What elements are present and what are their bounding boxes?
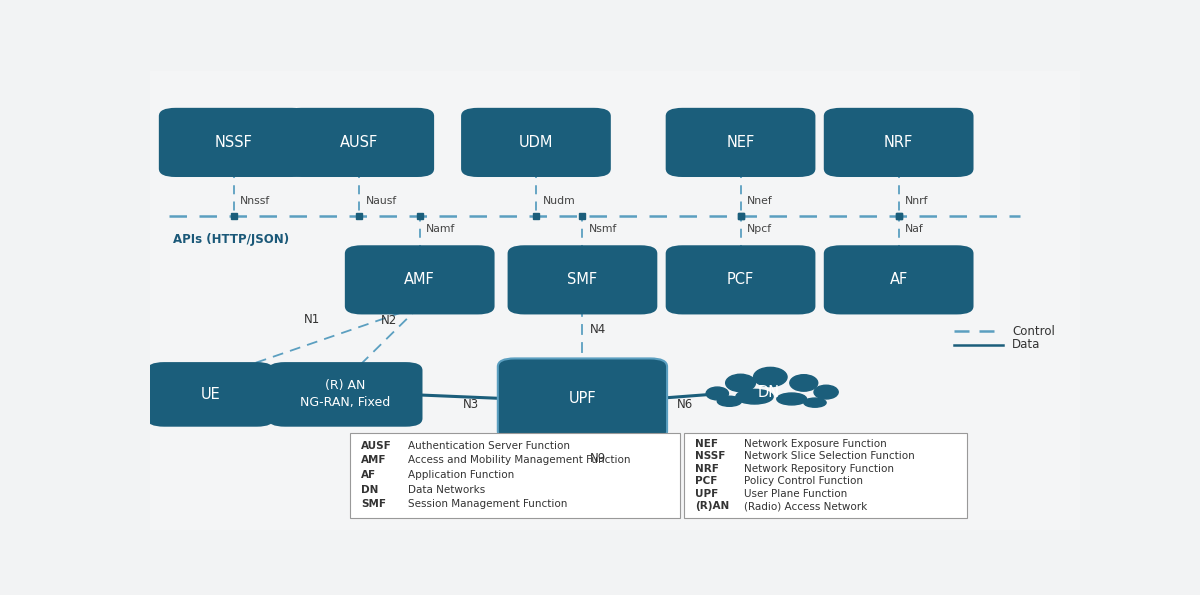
Text: N1: N1 [304, 314, 319, 327]
Text: APIs (HTTP/JSON): APIs (HTTP/JSON) [173, 233, 289, 246]
Ellipse shape [804, 398, 826, 407]
Text: Namf: Namf [426, 224, 456, 234]
Text: NRF: NRF [884, 135, 913, 150]
Text: (Radio) Access Network: (Radio) Access Network [744, 501, 868, 511]
Text: UDM: UDM [518, 135, 553, 150]
Text: AUSF: AUSF [361, 441, 392, 451]
Text: NEF: NEF [695, 439, 718, 449]
FancyBboxPatch shape [461, 108, 611, 177]
Text: N3: N3 [463, 398, 479, 411]
Text: Policy Control Function: Policy Control Function [744, 477, 863, 486]
Text: NSSF: NSSF [215, 135, 253, 150]
Text: AUSF: AUSF [340, 135, 378, 150]
Text: Network Exposure Function: Network Exposure Function [744, 439, 887, 449]
Ellipse shape [736, 389, 773, 404]
Text: DN: DN [757, 384, 780, 400]
FancyBboxPatch shape [144, 68, 1086, 533]
Text: PCF: PCF [695, 477, 718, 486]
Text: SMF: SMF [361, 499, 386, 509]
Text: Naf: Naf [905, 224, 924, 234]
FancyBboxPatch shape [666, 108, 816, 177]
Text: AF: AF [889, 273, 907, 287]
Text: AMF: AMF [404, 273, 436, 287]
FancyBboxPatch shape [823, 108, 973, 177]
Text: AMF: AMF [361, 455, 386, 465]
Ellipse shape [718, 396, 742, 406]
Text: Nudm: Nudm [542, 196, 575, 206]
Text: Session Management Function: Session Management Function [408, 499, 566, 509]
Text: Nnrf: Nnrf [905, 196, 929, 206]
Text: N4: N4 [590, 322, 606, 336]
Text: UPF: UPF [569, 392, 596, 406]
Ellipse shape [790, 375, 817, 391]
Bar [684, 433, 967, 518]
FancyBboxPatch shape [823, 245, 973, 314]
Text: UPF: UPF [695, 488, 719, 499]
Text: Nnssf: Nnssf [240, 196, 270, 206]
Text: N6: N6 [677, 398, 692, 411]
FancyBboxPatch shape [508, 245, 658, 314]
Ellipse shape [754, 367, 787, 387]
FancyBboxPatch shape [344, 245, 494, 314]
Text: AF: AF [361, 470, 377, 480]
Ellipse shape [776, 393, 806, 405]
FancyBboxPatch shape [148, 362, 274, 427]
Text: DN: DN [361, 484, 378, 494]
Ellipse shape [814, 385, 839, 399]
Text: Nausf: Nausf [366, 196, 397, 206]
Text: NRF: NRF [695, 464, 719, 474]
Text: NSSF: NSSF [695, 452, 725, 461]
Text: Npcf: Npcf [748, 224, 772, 234]
Ellipse shape [706, 387, 728, 400]
FancyBboxPatch shape [498, 358, 667, 440]
Text: N2: N2 [380, 314, 397, 327]
Text: N9: N9 [590, 452, 606, 465]
Text: Data Networks: Data Networks [408, 484, 485, 494]
Text: Nnef: Nnef [748, 196, 773, 206]
Text: User Plane Function: User Plane Function [744, 488, 847, 499]
Text: PCF: PCF [727, 273, 754, 287]
FancyBboxPatch shape [268, 362, 422, 427]
Text: Authentication Server Function: Authentication Server Function [408, 441, 570, 451]
Text: NEF: NEF [726, 135, 755, 150]
Bar [350, 433, 680, 518]
Text: (R)AN: (R)AN [695, 501, 730, 511]
Text: (R) AN
NG-RAN, Fixed: (R) AN NG-RAN, Fixed [300, 380, 390, 409]
Text: Access and Mobility Management Function: Access and Mobility Management Function [408, 455, 630, 465]
FancyBboxPatch shape [666, 245, 816, 314]
Text: Network Repository Function: Network Repository Function [744, 464, 894, 474]
Ellipse shape [726, 374, 756, 392]
Text: SMF: SMF [568, 273, 598, 287]
FancyBboxPatch shape [158, 108, 308, 177]
Text: Network Slice Selection Function: Network Slice Selection Function [744, 452, 916, 461]
Text: Application Function: Application Function [408, 470, 514, 480]
Text: Nsmf: Nsmf [589, 224, 617, 234]
Text: Data: Data [1012, 339, 1040, 352]
FancyBboxPatch shape [284, 108, 434, 177]
Text: Control: Control [1012, 325, 1055, 338]
Text: UE: UE [200, 387, 221, 402]
